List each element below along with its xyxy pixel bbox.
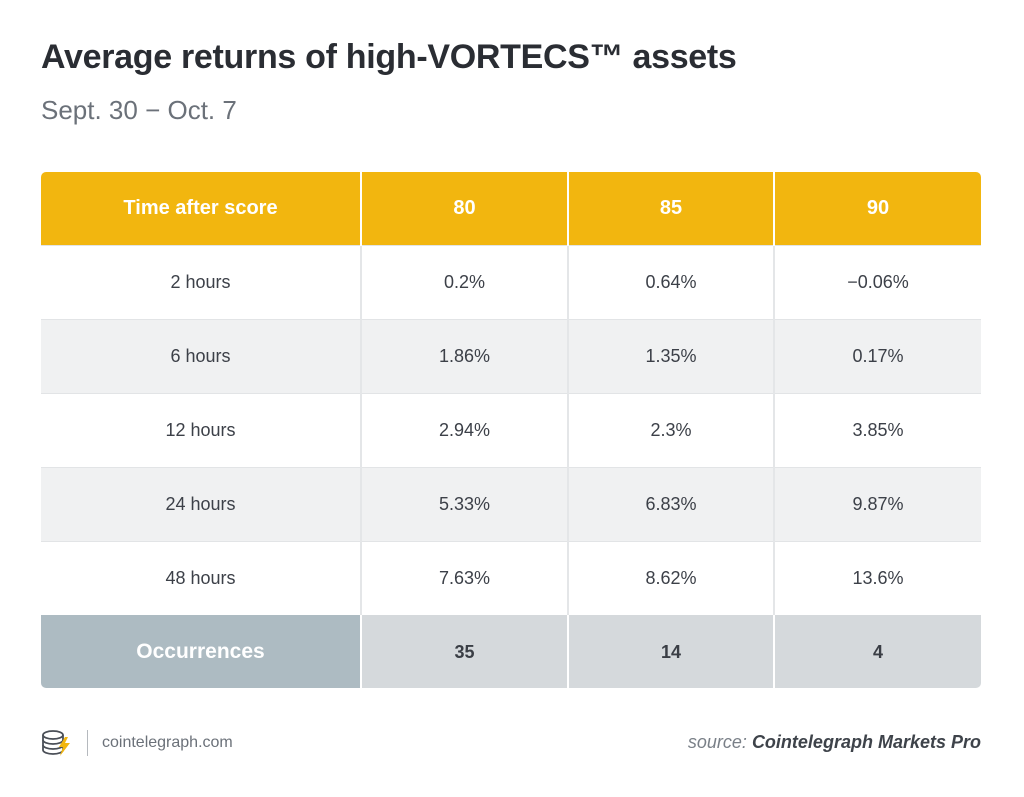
source-name: Cointelegraph Markets Pro (751, 732, 981, 752)
table-row: 48 hours 7.63% 8.62% 13.6% (41, 540, 981, 615)
table-cell: 0.2% (360, 244, 568, 319)
table-cell: 2.3% (567, 392, 774, 467)
table-header-row: Time after score 80 85 90 (41, 172, 981, 245)
brand: cointelegraph.com (41, 728, 233, 758)
table-cell: 1.35% (567, 318, 774, 393)
table-cell: 9.87% (773, 466, 981, 541)
table-cell: 2.94% (360, 392, 568, 467)
column-header: Time after score (41, 172, 361, 245)
returns-table: Time after score 80 85 90 2 hours 0.2% 0… (41, 172, 981, 688)
table-cell: 1.86% (360, 318, 568, 393)
table-row: 12 hours 2.94% 2.3% 3.85% (41, 392, 981, 467)
table-cell: 6.83% (567, 466, 774, 541)
footer-cell: 4 (773, 615, 981, 688)
table-cell: 7.63% (360, 540, 568, 615)
row-label: 6 hours (41, 318, 361, 393)
table-cell: 0.64% (567, 244, 774, 319)
table-cell: 3.85% (773, 392, 981, 467)
footer-label: Occurrences (41, 615, 361, 688)
column-header: 85 (567, 172, 774, 245)
brand-divider (87, 730, 88, 756)
cointelegraph-logo-icon (42, 730, 70, 756)
table-cell: 13.6% (773, 540, 981, 615)
row-label: 12 hours (41, 392, 361, 467)
footer-cell: 14 (567, 615, 774, 688)
brand-site: cointelegraph.com (102, 734, 233, 751)
footer-cell: 35 (360, 615, 568, 688)
table-footer-row: Occurrences 35 14 4 (41, 615, 981, 688)
table-cell: 0.17% (773, 318, 981, 393)
row-label: 2 hours (41, 244, 361, 319)
row-label: 24 hours (41, 466, 361, 541)
chart-subtitle: Sept. 30 − Oct. 7 (41, 95, 237, 125)
table-row: 24 hours 5.33% 6.83% 9.87% (41, 466, 981, 541)
table-row: 2 hours 0.2% 0.64% −0.06% (41, 244, 981, 319)
source-credit: source: Cointelegraph Markets Pro (688, 732, 981, 753)
source-prefix: source: (687, 732, 747, 752)
table-cell: −0.06% (773, 244, 981, 319)
table-cell: 5.33% (360, 466, 568, 541)
row-label: 48 hours (41, 540, 361, 615)
table-cell: 8.62% (567, 540, 774, 615)
column-header: 90 (773, 172, 981, 245)
table-row: 6 hours 1.86% 1.35% 0.17% (41, 318, 981, 393)
column-header: 80 (360, 172, 568, 245)
chart-title: Average returns of high-VORTECS™ assets (41, 38, 737, 76)
